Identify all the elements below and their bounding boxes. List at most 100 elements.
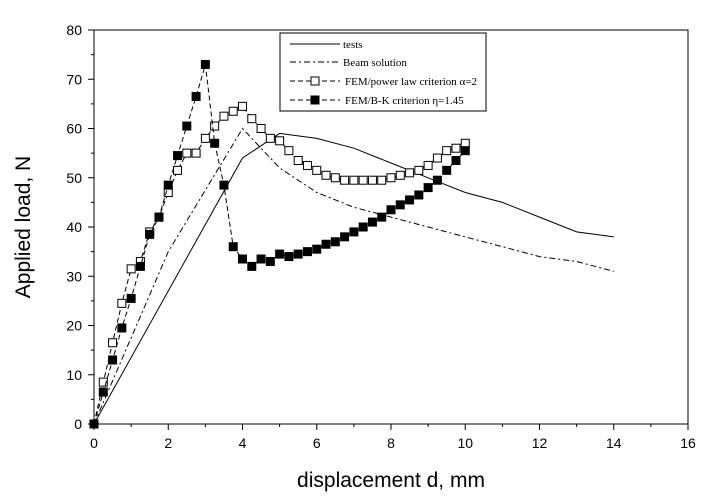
- series-3-point: [377, 175, 387, 185]
- series-4-point: [321, 239, 331, 249]
- series-3-point: [228, 106, 238, 116]
- series-3-point: [98, 377, 108, 387]
- x-tick-label: 14: [606, 435, 622, 451]
- series-3-point: [349, 175, 359, 185]
- series-3-point: [460, 138, 470, 148]
- series-3-point: [414, 165, 424, 175]
- legend: tests Beam solution FEM/power law criterio…: [279, 32, 487, 112]
- series-4-point: [312, 244, 322, 254]
- series-3-point: [432, 153, 442, 163]
- series-4-point: [302, 247, 312, 257]
- x-tick-label: 4: [239, 435, 247, 451]
- x-tick-label: 6: [313, 435, 321, 451]
- series-2-line: [93, 127, 614, 425]
- legend-label-1: tests: [343, 39, 363, 51]
- series-4-point: [330, 237, 340, 247]
- legend-label-4: FEM/B-K criterion η=1.45: [345, 95, 464, 107]
- series-4-point: [145, 229, 155, 239]
- series-3-point: [358, 175, 368, 185]
- y-tick-label: 40: [66, 219, 82, 235]
- series-3-point: [117, 298, 127, 308]
- series-4-point: [395, 200, 405, 210]
- series-3-point: [442, 146, 452, 156]
- y-axis-ticks: 0 10 20 30 40 50 60 70 80: [66, 22, 94, 432]
- series-4-point: [293, 249, 303, 259]
- y-axis-title: Applied load, N: [12, 156, 35, 298]
- series-3-point: [275, 136, 285, 146]
- legend-label-2: Beam solution: [343, 57, 407, 69]
- series-4-point: [135, 261, 145, 271]
- series-4-line: [93, 64, 466, 425]
- series-3-point: [451, 143, 461, 153]
- series-4-point: [265, 256, 275, 266]
- x-tick-label: 12: [532, 435, 548, 451]
- series-3-line: [93, 105, 466, 425]
- series-4-point: [414, 190, 424, 200]
- series-4-point: [173, 151, 183, 161]
- series-4-point: [154, 212, 164, 222]
- series-4-point: [432, 175, 442, 185]
- series-4-point: [423, 183, 433, 193]
- series-4-point: [367, 217, 377, 227]
- series-3-point: [182, 148, 192, 158]
- series-4-point: [191, 91, 201, 101]
- series-4-point: [284, 252, 294, 262]
- series-4-point: [108, 355, 118, 365]
- series-3-point: [321, 170, 331, 180]
- x-tick-label: 10: [457, 435, 473, 451]
- y-tick-label: 60: [66, 121, 82, 137]
- series-4-point: [247, 261, 257, 271]
- series-4-point: [275, 249, 285, 259]
- series-4-point: [210, 138, 220, 148]
- series-4-point: [451, 156, 461, 166]
- series-4-point: [349, 227, 359, 237]
- series-4-point: [340, 232, 350, 242]
- series-4-point: [182, 121, 192, 131]
- legend-marker-3: [310, 76, 320, 86]
- series-4: [89, 59, 470, 429]
- series-4-point: [200, 59, 210, 69]
- series-4-point: [386, 205, 396, 215]
- x-tick-label: 2: [164, 435, 172, 451]
- series-4-point: [219, 180, 229, 190]
- y-tick-label: 30: [66, 268, 82, 284]
- series-3-point: [423, 160, 433, 170]
- y-tick-label: 70: [66, 71, 82, 87]
- y-tick-label: 80: [66, 22, 82, 38]
- series-3-point: [340, 175, 350, 185]
- series-4-point: [405, 195, 415, 205]
- series-4-point: [126, 293, 136, 303]
- series-3: [89, 101, 470, 429]
- series-3-point: [238, 101, 247, 111]
- x-axis-title: displacement d, mm: [297, 469, 485, 492]
- series-3-point: [265, 133, 275, 143]
- series-3-point: [293, 156, 303, 166]
- y-tick-label: 20: [66, 318, 82, 334]
- series-4-point: [228, 242, 238, 252]
- series-3-point: [173, 165, 183, 175]
- series-4-point: [377, 212, 387, 222]
- legend-label-3: FEM/power law criterion α=2: [345, 76, 477, 88]
- x-tick-label: 16: [680, 435, 696, 451]
- series-4-point: [238, 254, 247, 264]
- series-4-point: [89, 419, 99, 429]
- series-3-point: [312, 165, 322, 175]
- series-4-point: [98, 387, 108, 397]
- y-tick-label: 10: [66, 367, 82, 383]
- series-3-point: [247, 114, 257, 124]
- y-tick-label: 50: [66, 170, 82, 186]
- series-3-point: [330, 173, 340, 183]
- series-3-point: [367, 175, 377, 185]
- series-3-point: [108, 338, 118, 348]
- series-4-point: [358, 222, 368, 232]
- x-axis-ticks: 0 2 4 6 8 10 12 14 16: [90, 424, 696, 451]
- series-4-point: [442, 165, 452, 175]
- series-3-point: [200, 133, 210, 143]
- series-4-point: [117, 323, 127, 333]
- series-3-point: [163, 188, 173, 198]
- series-layer: [89, 59, 614, 429]
- series-3-point: [302, 160, 312, 170]
- series-3-point: [219, 111, 229, 121]
- series-4-point: [460, 146, 470, 156]
